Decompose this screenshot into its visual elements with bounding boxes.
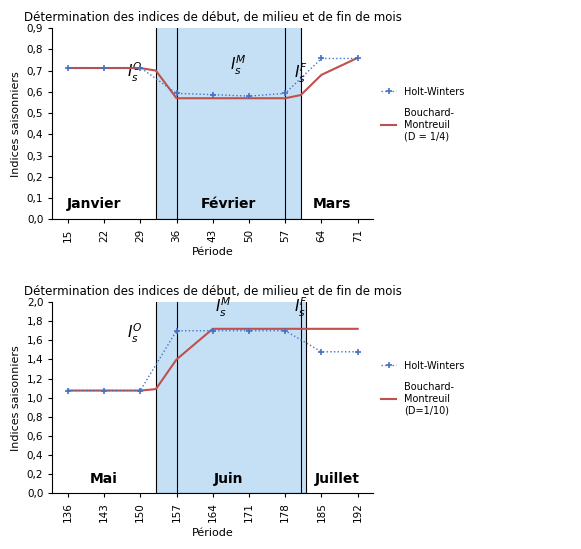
Text: $\boldsymbol{I_s^M}$: $\boldsymbol{I_s^M}$	[215, 296, 231, 320]
Bar	[156, 28, 301, 220]
Text: $\boldsymbol{I_s^O}$: $\boldsymbol{I_s^O}$	[127, 61, 143, 85]
Text: Juin: Juin	[214, 472, 243, 486]
Bar	[156, 302, 306, 494]
Legend: Holt-Winters, Bouchard-
Montreuil
(D=1/10): Holt-Winters, Bouchard- Montreuil (D=1/1…	[381, 361, 464, 416]
Legend: Holt-Winters, Bouchard-
Montreuil
(D = 1/4): Holt-Winters, Bouchard- Montreuil (D = 1…	[381, 87, 464, 142]
X-axis label: Période: Période	[192, 247, 234, 257]
Title: Détermination des indices de début, de milieu et de fin de mois: Détermination des indices de début, de m…	[24, 11, 401, 24]
X-axis label: Période: Période	[192, 528, 234, 538]
Text: Mai: Mai	[90, 472, 118, 486]
Text: $\boldsymbol{I_s^O}$: $\boldsymbol{I_s^O}$	[127, 322, 143, 345]
Text: $\boldsymbol{I_s^F}$: $\boldsymbol{I_s^F}$	[294, 62, 308, 86]
Y-axis label: Indices saisonniers: Indices saisonniers	[11, 345, 21, 451]
Title: Détermination des indices de début, de milieu et de fin de mois: Détermination des indices de début, de m…	[24, 285, 401, 298]
Y-axis label: Indices saisonniers: Indices saisonniers	[11, 71, 21, 177]
Text: $\boldsymbol{I_s^F}$: $\boldsymbol{I_s^F}$	[294, 296, 308, 320]
Text: Février: Février	[200, 197, 256, 211]
Text: Janvier: Janvier	[66, 197, 121, 211]
Text: $\boldsymbol{I_s^M}$: $\boldsymbol{I_s^M}$	[231, 54, 247, 77]
Text: Juillet: Juillet	[314, 472, 360, 486]
Text: Mars: Mars	[313, 197, 351, 211]
